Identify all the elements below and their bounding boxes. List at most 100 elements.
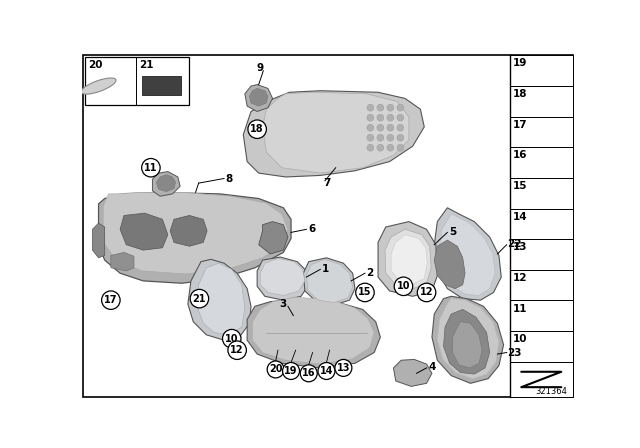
Text: 16: 16 xyxy=(513,151,527,160)
Text: 1: 1 xyxy=(322,264,329,274)
Circle shape xyxy=(300,365,317,382)
Circle shape xyxy=(397,114,404,121)
Polygon shape xyxy=(253,297,374,364)
Circle shape xyxy=(377,124,384,131)
Text: 12: 12 xyxy=(420,288,433,297)
Text: 5: 5 xyxy=(449,227,456,237)
Bar xyxy=(509,331,573,362)
Polygon shape xyxy=(247,299,380,368)
Circle shape xyxy=(367,124,374,131)
Polygon shape xyxy=(260,258,305,296)
Polygon shape xyxy=(188,259,251,340)
Polygon shape xyxy=(378,222,437,296)
Polygon shape xyxy=(444,310,490,374)
Polygon shape xyxy=(391,235,428,285)
Polygon shape xyxy=(452,322,482,368)
Text: 4: 4 xyxy=(428,362,435,372)
Circle shape xyxy=(367,114,374,121)
Circle shape xyxy=(387,104,394,111)
Text: 17: 17 xyxy=(513,120,527,129)
Text: 14: 14 xyxy=(513,211,527,222)
Text: 16: 16 xyxy=(302,368,316,378)
Polygon shape xyxy=(250,88,268,106)
Polygon shape xyxy=(120,213,168,250)
Circle shape xyxy=(387,114,394,121)
Text: 10: 10 xyxy=(513,334,527,344)
Circle shape xyxy=(267,361,284,378)
Circle shape xyxy=(223,329,241,348)
Bar xyxy=(143,76,181,95)
Circle shape xyxy=(141,159,160,177)
Polygon shape xyxy=(262,92,409,173)
Text: 8: 8 xyxy=(225,173,233,184)
Polygon shape xyxy=(170,215,207,246)
Polygon shape xyxy=(243,90,424,177)
Text: 21: 21 xyxy=(193,293,206,304)
Polygon shape xyxy=(432,296,504,383)
Polygon shape xyxy=(257,257,308,300)
Polygon shape xyxy=(394,359,432,386)
Circle shape xyxy=(356,283,374,302)
Circle shape xyxy=(397,134,404,141)
Circle shape xyxy=(394,277,413,296)
Circle shape xyxy=(377,144,384,151)
Ellipse shape xyxy=(81,78,116,94)
Text: 10: 10 xyxy=(225,334,239,344)
Polygon shape xyxy=(245,85,273,112)
Polygon shape xyxy=(197,263,245,335)
Text: 9: 9 xyxy=(257,63,264,73)
Bar xyxy=(509,147,573,178)
Polygon shape xyxy=(92,223,105,258)
Circle shape xyxy=(228,341,246,359)
Text: 19: 19 xyxy=(284,366,298,376)
Circle shape xyxy=(387,134,394,141)
Circle shape xyxy=(248,120,266,138)
Text: 20: 20 xyxy=(269,365,282,375)
Text: 18: 18 xyxy=(513,89,527,99)
Circle shape xyxy=(367,144,374,151)
Circle shape xyxy=(283,362,300,379)
Text: 11: 11 xyxy=(144,163,157,173)
Text: 23: 23 xyxy=(508,348,522,358)
Bar xyxy=(509,116,573,147)
Text: 6: 6 xyxy=(308,224,316,234)
Bar xyxy=(84,57,189,104)
Circle shape xyxy=(397,124,404,131)
Bar xyxy=(509,301,573,331)
Bar xyxy=(509,270,573,301)
Text: 3: 3 xyxy=(279,299,287,309)
Circle shape xyxy=(377,134,384,141)
Circle shape xyxy=(387,144,394,151)
Circle shape xyxy=(387,124,394,131)
Text: 18: 18 xyxy=(250,124,264,134)
Text: 14: 14 xyxy=(320,366,333,376)
Bar xyxy=(509,362,573,397)
Polygon shape xyxy=(152,172,180,196)
Circle shape xyxy=(335,359,352,376)
Text: 2: 2 xyxy=(367,268,374,278)
Bar xyxy=(509,55,573,86)
Text: 17: 17 xyxy=(104,295,118,305)
Bar xyxy=(509,178,573,208)
Text: 10: 10 xyxy=(397,281,410,291)
Polygon shape xyxy=(435,240,465,289)
Circle shape xyxy=(102,291,120,310)
Polygon shape xyxy=(156,175,175,192)
Polygon shape xyxy=(103,192,288,274)
Text: 13: 13 xyxy=(337,363,350,373)
Polygon shape xyxy=(303,258,355,305)
Text: 21: 21 xyxy=(140,60,154,70)
Text: 321364: 321364 xyxy=(535,387,566,396)
Circle shape xyxy=(377,114,384,121)
Polygon shape xyxy=(111,252,134,271)
Bar xyxy=(509,208,573,239)
Polygon shape xyxy=(99,192,291,283)
Circle shape xyxy=(367,104,374,111)
Circle shape xyxy=(397,104,404,111)
Circle shape xyxy=(397,144,404,151)
Polygon shape xyxy=(307,259,353,302)
Bar xyxy=(509,239,573,270)
Circle shape xyxy=(190,289,209,308)
Text: 19: 19 xyxy=(513,58,527,69)
Polygon shape xyxy=(440,214,495,296)
